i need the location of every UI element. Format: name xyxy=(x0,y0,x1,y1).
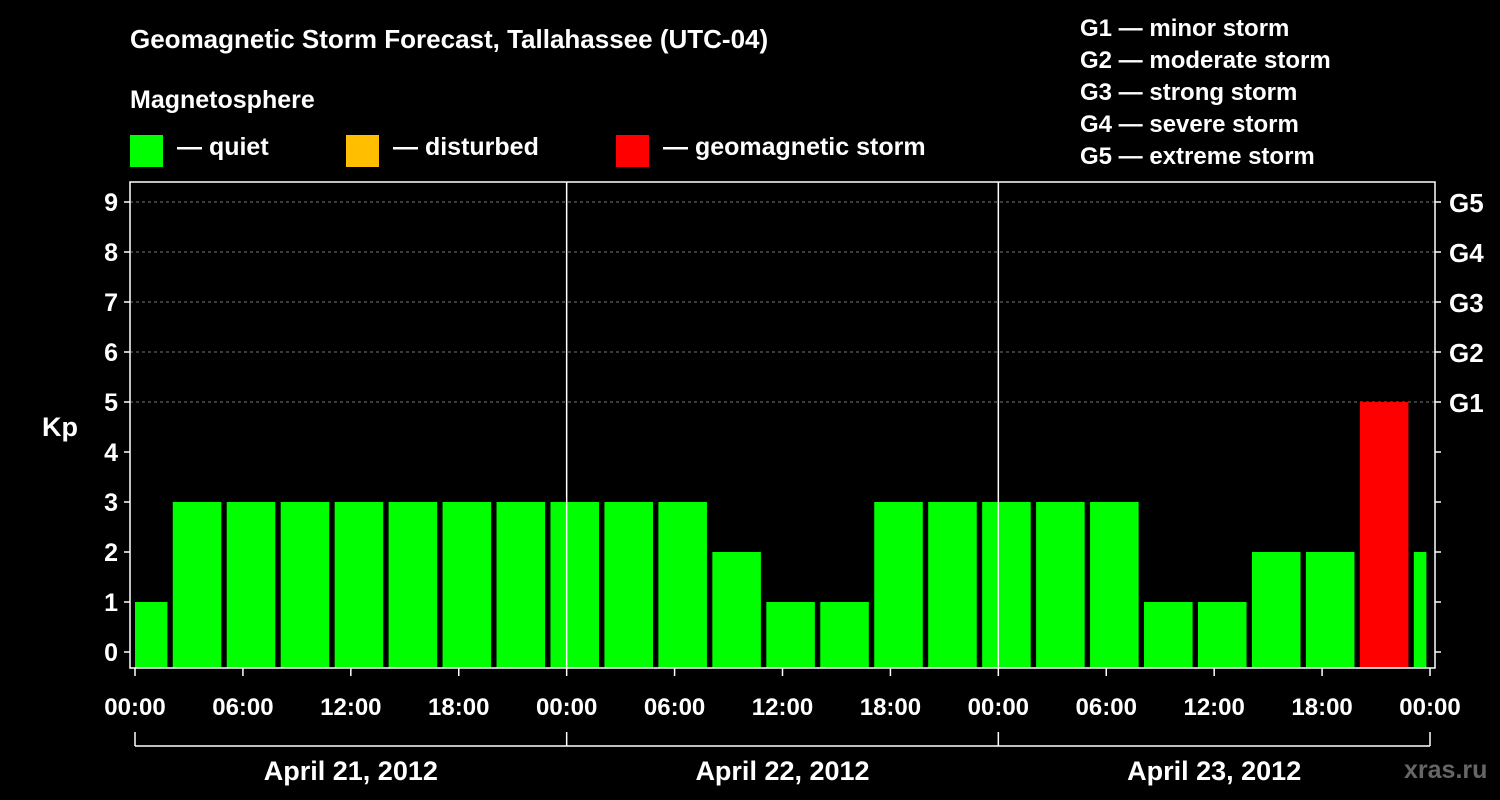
legend-swatch-storm xyxy=(616,135,649,167)
y-axis-label: Kp xyxy=(42,412,78,442)
g-scale-label: G5 xyxy=(1449,188,1484,218)
storm-scale-g2: G2 — moderate storm xyxy=(1080,47,1331,74)
bar-quiet xyxy=(1305,552,1355,668)
bar-quiet xyxy=(1090,502,1139,668)
bar-quiet xyxy=(1036,502,1085,668)
bar-quiet xyxy=(550,502,600,668)
bar-quiet xyxy=(442,502,492,668)
x-tick-label: 18:00 xyxy=(428,694,489,721)
watermark: xras.ru xyxy=(1404,756,1488,784)
bar-quiet xyxy=(874,502,923,668)
storm-scale-g3: G3 — strong storm xyxy=(1080,79,1298,106)
y-tick-label: 8 xyxy=(104,239,118,267)
legend-label-storm: — geomagnetic storm xyxy=(663,133,926,161)
storm-scale-g1: G1 — minor storm xyxy=(1080,15,1290,42)
bar-quiet xyxy=(1251,552,1301,668)
storm-scale-g5: G5 — extreme storm xyxy=(1080,143,1315,170)
g-scale-label: G2 xyxy=(1449,338,1484,368)
y-tick-label: 9 xyxy=(104,189,118,217)
x-tick-label: 18:00 xyxy=(1291,694,1352,721)
bar-quiet xyxy=(334,502,384,668)
x-tick-label: 06:00 xyxy=(1076,694,1137,721)
bar-quiet xyxy=(658,502,707,668)
bar-quiet xyxy=(1413,552,1427,668)
y-tick-label: 5 xyxy=(104,389,118,417)
bar-quiet xyxy=(388,502,438,668)
bar-quiet xyxy=(172,502,222,668)
g-scale-label: G3 xyxy=(1449,288,1484,318)
x-tick-label: 18:00 xyxy=(860,694,921,721)
date-label: April 22, 2012 xyxy=(695,756,869,786)
y-tick-label: 6 xyxy=(104,339,118,367)
y-tick-label: 4 xyxy=(104,439,118,467)
x-tick-label: 00:00 xyxy=(536,694,597,721)
g-scale-label: G1 xyxy=(1449,388,1484,418)
storm-scale-g4: G4 — severe storm xyxy=(1080,111,1299,138)
x-tick-label: 00:00 xyxy=(1399,694,1460,721)
bar-quiet xyxy=(135,602,168,668)
bar-quiet xyxy=(280,502,330,668)
magnetosphere-title: Magnetosphere xyxy=(130,86,315,114)
bar-quiet xyxy=(226,502,276,668)
legend-label-disturbed: — disturbed xyxy=(393,133,539,161)
x-tick-label: 06:00 xyxy=(644,694,705,721)
bar-quiet xyxy=(820,602,869,668)
bar-quiet xyxy=(1197,602,1247,668)
bar-quiet xyxy=(982,502,1031,668)
legend-swatch-quiet xyxy=(130,135,163,167)
x-tick-label: 12:00 xyxy=(320,694,381,721)
chart-title: Geomagnetic Storm Forecast, Tallahassee … xyxy=(130,24,769,54)
y-tick-label: 3 xyxy=(104,489,118,517)
x-tick-label: 12:00 xyxy=(1183,694,1244,721)
bar-quiet xyxy=(766,602,815,668)
bar-quiet xyxy=(928,502,977,668)
x-tick-label: 12:00 xyxy=(752,694,813,721)
y-tick-label: 0 xyxy=(104,639,118,667)
y-tick-label: 2 xyxy=(104,539,118,567)
x-tick-label: 00:00 xyxy=(104,694,165,721)
bar-quiet xyxy=(496,502,546,668)
legend-swatch-disturbed xyxy=(346,135,379,167)
y-tick-label: 1 xyxy=(104,589,118,617)
bar-quiet xyxy=(712,552,761,668)
date-label: April 21, 2012 xyxy=(264,756,438,786)
legend-label-quiet: — quiet xyxy=(177,133,269,161)
y-tick-label: 7 xyxy=(104,289,118,317)
g-scale-label: G4 xyxy=(1449,238,1484,268)
bar-quiet xyxy=(1144,602,1193,668)
x-tick-label: 00:00 xyxy=(968,694,1029,721)
x-tick-label: 06:00 xyxy=(212,694,273,721)
bar-quiet xyxy=(604,502,653,668)
date-label: April 23, 2012 xyxy=(1127,756,1301,786)
bar-storm xyxy=(1359,402,1409,668)
